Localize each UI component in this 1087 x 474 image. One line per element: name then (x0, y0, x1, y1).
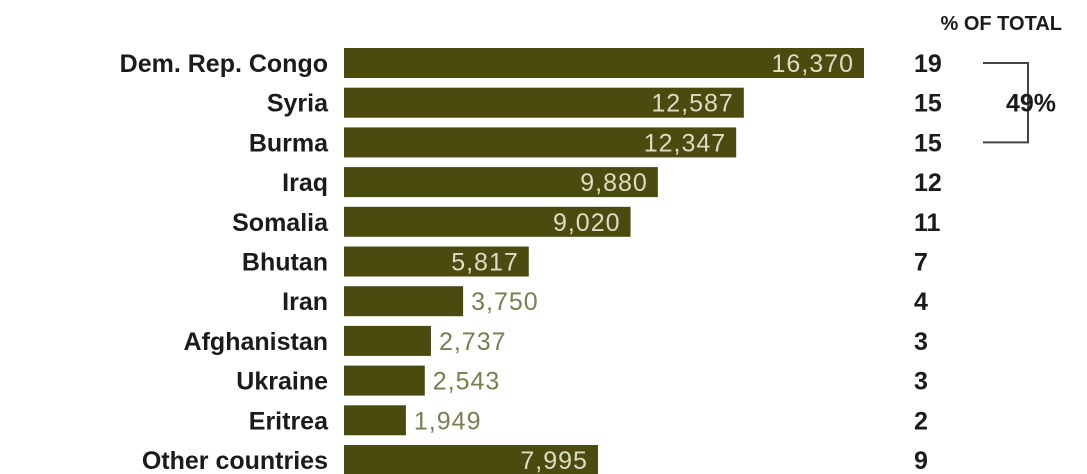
percent-label: 11 (914, 209, 941, 237)
country-label: Eritrea (249, 407, 329, 435)
country-label: Ukraine (236, 368, 328, 396)
country-label: Burma (249, 129, 329, 157)
bar (344, 87, 744, 118)
chart-row: Somalia 9,020 11 (232, 206, 941, 237)
percent-of-total-header: % OF TOTAL (941, 13, 1062, 35)
bar (344, 127, 737, 158)
chart-row: Afghanistan 2,737 3 (184, 325, 928, 356)
value-label: 9,880 (580, 169, 648, 197)
country-label: Other countries (142, 447, 328, 474)
percent-label: 12 (914, 169, 942, 197)
percent-label: 2 (914, 407, 928, 435)
value-label: 5,817 (451, 249, 519, 277)
bar (344, 325, 431, 356)
percent-label: 19 (914, 50, 942, 78)
chart-row: Ukraine 2,543 3 (236, 365, 928, 396)
bar (344, 286, 464, 317)
value-label: 7,995 (520, 447, 588, 474)
bar (344, 48, 864, 78)
bar (344, 445, 598, 474)
chart-row: Dem. Rep. Congo 16,370 19 (120, 48, 942, 78)
chart-row: Bhutan 5,817 7 (242, 246, 928, 277)
percent-label: 15 (914, 90, 942, 118)
chart-row: Iran 3,750 4 (282, 286, 928, 317)
chart-row: Burma 12,347 15 (249, 127, 942, 158)
percent-label: 4 (914, 288, 928, 316)
value-label: 3,750 (471, 288, 539, 316)
country-label: Afghanistan (184, 328, 328, 356)
bar (344, 405, 406, 436)
percent-label: 9 (914, 447, 928, 474)
chart-row: Eritrea 1,949 2 (249, 405, 928, 436)
bar (344, 246, 529, 277)
bar (344, 167, 658, 198)
bracket-line (983, 62, 1029, 144)
bracket-total-label: 49% (1006, 90, 1056, 118)
value-label: 16,370 (772, 50, 854, 78)
country-label: Syria (267, 90, 329, 118)
country-label: Iran (282, 288, 328, 316)
top-three-bracket: 49% (983, 62, 1056, 144)
value-label: 2,737 (439, 328, 507, 356)
country-label: Bhutan (242, 249, 328, 277)
chart-row: Iraq 9,880 12 (282, 167, 942, 198)
percent-label: 3 (914, 328, 928, 356)
percent-label: 7 (914, 249, 928, 277)
country-label: Iraq (282, 169, 328, 197)
percent-label: 3 (914, 368, 928, 396)
chart-row: Other countries 7,995 9 (142, 445, 928, 474)
bar (344, 365, 425, 396)
chart-row: Syria 12,587 15 (267, 87, 942, 118)
country-label: Dem. Rep. Congo (120, 50, 328, 78)
value-label: 1,949 (414, 407, 482, 435)
bar (344, 206, 631, 237)
percent-label: 15 (914, 129, 942, 157)
value-label: 2,543 (433, 368, 501, 396)
value-label: 12,347 (644, 129, 726, 157)
value-label: 9,020 (553, 209, 621, 237)
country-label: Somalia (232, 209, 329, 237)
value-label: 12,587 (651, 90, 733, 118)
